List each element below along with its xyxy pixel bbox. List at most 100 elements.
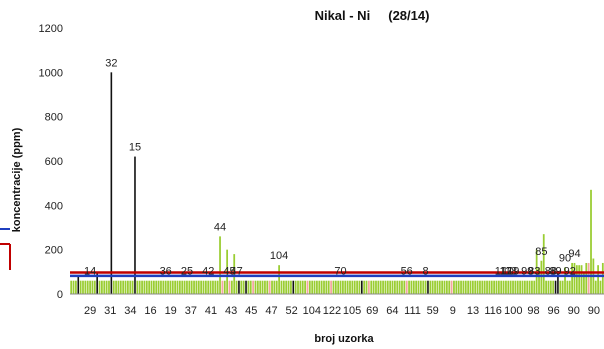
bar (339, 280, 342, 294)
bar (207, 280, 210, 294)
bar (98, 280, 101, 294)
bar (318, 280, 321, 294)
x-tick-label: 104 (303, 305, 321, 317)
bar (306, 280, 309, 294)
bar (91, 280, 94, 294)
bar (422, 280, 425, 294)
bar (247, 280, 250, 294)
bar (252, 280, 254, 294)
bar (124, 280, 127, 294)
x-tick-label: 59 (427, 305, 439, 317)
bar (75, 280, 77, 294)
bar (424, 280, 427, 294)
y-tick-label: 1000 (39, 67, 63, 79)
data-label: 117 (495, 266, 513, 278)
y-tick-label: 0 (57, 289, 63, 301)
bar (585, 262, 588, 294)
bar (594, 280, 597, 294)
bar (138, 280, 141, 294)
bar (415, 280, 418, 294)
x-tick-label: 41 (205, 305, 217, 317)
y-tick-label: 600 (45, 156, 63, 168)
data-label: 88 (545, 266, 557, 278)
bar (221, 280, 224, 294)
bar (573, 262, 576, 294)
bar (271, 280, 273, 294)
bar (290, 280, 292, 294)
data-label: 70 (334, 266, 346, 278)
data-label: 25 (181, 266, 193, 278)
x-tick-label: 37 (185, 305, 197, 317)
bar (164, 280, 167, 294)
bar (134, 156, 136, 294)
bar (238, 280, 240, 294)
bar (103, 280, 106, 294)
bar (110, 72, 113, 294)
bar (531, 280, 533, 294)
x-tick-label: 116 (484, 305, 502, 317)
bar (143, 280, 146, 294)
bar (434, 280, 436, 294)
bar (299, 280, 302, 294)
bar (212, 280, 214, 294)
bar (278, 265, 280, 294)
bar (557, 271, 559, 294)
bar (538, 267, 540, 294)
bar (200, 280, 203, 294)
bar (330, 280, 332, 294)
bar (540, 260, 543, 294)
x-tick-label: 16 (144, 305, 156, 317)
bar (445, 280, 448, 294)
data-label: 45 (223, 266, 235, 278)
x-tick-label: 98 (527, 305, 539, 317)
bar (429, 280, 432, 294)
bar (353, 280, 356, 294)
y-tick-label: 200 (45, 245, 63, 257)
bar (403, 280, 406, 294)
data-label: 42 (202, 266, 214, 278)
bar (361, 280, 363, 294)
bar (249, 280, 252, 294)
bar (254, 280, 257, 294)
y-axis-title: koncentracije (ppm) (11, 127, 23, 232)
bar (547, 280, 550, 294)
bar (457, 280, 460, 294)
bar (505, 280, 507, 294)
bar (500, 280, 503, 294)
bar (282, 280, 285, 294)
bar (358, 280, 361, 294)
bar (509, 280, 512, 294)
bar (590, 189, 592, 294)
bar (462, 280, 465, 294)
bar (183, 280, 186, 294)
bar (386, 280, 389, 294)
bar (514, 280, 517, 294)
bar (441, 280, 444, 294)
bar (261, 280, 264, 294)
bar (453, 280, 455, 294)
bar (526, 280, 529, 294)
bar (280, 280, 283, 294)
bar (204, 280, 207, 294)
bar (467, 280, 470, 294)
bar (70, 280, 73, 294)
data-label: 36 (160, 266, 172, 278)
bar (167, 280, 169, 294)
bar (169, 280, 172, 294)
bar (363, 280, 366, 294)
bar (122, 280, 125, 294)
bar (152, 280, 155, 294)
bar (136, 280, 139, 294)
data-label: 47 (230, 266, 242, 278)
bar (230, 280, 233, 294)
bar (150, 280, 153, 294)
bar (127, 280, 129, 294)
bar (193, 280, 195, 294)
data-label: 89 (549, 266, 561, 278)
bar (304, 280, 306, 294)
bar (443, 280, 446, 294)
bar (112, 280, 115, 294)
bar (242, 280, 245, 294)
data-label: 8 (423, 266, 429, 278)
bar (292, 280, 295, 294)
